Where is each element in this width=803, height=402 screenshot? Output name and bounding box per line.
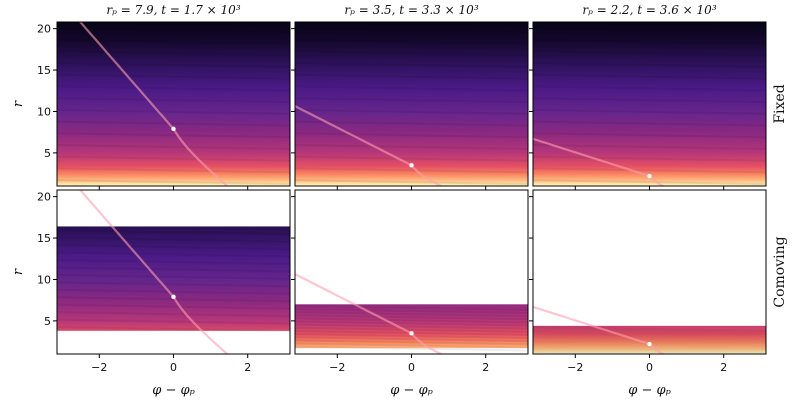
x-tick-label: 0 <box>170 361 177 374</box>
spiral-wake-outer <box>78 190 175 298</box>
y-tick-label: 15 <box>37 232 51 245</box>
panel: −2 0 2 <box>529 189 767 374</box>
x-tick-label: 2 <box>244 361 251 374</box>
spiral-wake-inner <box>410 164 444 186</box>
y-tick-label: 5 <box>44 147 51 160</box>
heatmap-fill <box>533 22 766 186</box>
y-tick-label: 15 <box>37 64 51 77</box>
x-tick-label: 2 <box>482 361 489 374</box>
heatmap-region <box>533 305 766 354</box>
x-tick-label: 0 <box>408 361 415 374</box>
spiral-wake-outer <box>533 305 650 346</box>
x-tick-label: 2 <box>720 361 727 374</box>
planet-marker <box>647 341 652 347</box>
planet-marker <box>171 126 176 132</box>
heatmap-region <box>57 190 290 354</box>
planet-marker <box>647 173 652 179</box>
spiral-wake-inner <box>410 332 444 354</box>
panel <box>291 21 529 190</box>
y-tick-label: 20 <box>37 191 51 204</box>
y-tick-label: 20 <box>37 23 51 36</box>
x-tick-label: −2 <box>91 361 107 374</box>
y-axis-label: r <box>11 268 26 275</box>
heatmap-fill <box>533 325 766 354</box>
panel <box>529 21 767 190</box>
x-tick-label: −2 <box>567 361 583 374</box>
y-tick-label: 5 <box>44 315 51 328</box>
heatmap-region <box>533 22 766 186</box>
spiral-wake-outer <box>78 22 175 130</box>
planet-marker <box>409 163 414 168</box>
y-tick-label: 10 <box>37 273 51 286</box>
x-axis-label: φ − φₚ <box>390 383 433 398</box>
y-tick-label: 10 <box>37 105 51 118</box>
y-axis-label: r <box>11 100 26 107</box>
column-title: rₚ = 2.2, t = 3.6 × 10³ <box>582 3 716 17</box>
heatmap-region <box>295 22 528 186</box>
x-axis-label: φ − φₚ <box>628 383 671 398</box>
spiral-wake-inner <box>172 128 229 186</box>
x-tick-label: −2 <box>329 361 345 374</box>
panel: 5 10 15 20 −2 0 2 <box>37 189 291 374</box>
heatmap-region <box>57 22 290 186</box>
x-axis-label: φ − φₚ <box>152 383 195 398</box>
heatmap-fill <box>57 22 290 186</box>
row-label: Fixed <box>772 84 788 123</box>
planet-marker <box>171 294 176 300</box>
row-label: Comoving <box>772 236 788 307</box>
x-tick-label: 0 <box>646 361 653 374</box>
heatmap-fill <box>295 22 528 186</box>
heatmap-fill <box>295 304 528 349</box>
spiral-wake-outer <box>295 273 413 335</box>
column-title: rₚ = 3.5, t = 3.3 × 10³ <box>344 3 478 17</box>
spiral-wake-outer <box>533 137 650 178</box>
panel: −2 0 2 <box>291 189 529 374</box>
spiral-wake-inner <box>172 296 229 354</box>
planet-marker <box>409 331 414 336</box>
spiral-wake-outer <box>295 105 413 167</box>
heatmap-region <box>295 273 528 354</box>
panel: 5 10 15 20 <box>37 21 291 190</box>
heatmap-fill <box>57 226 290 331</box>
column-title: rₚ = 7.9, t = 1.7 × 10³ <box>106 3 240 17</box>
